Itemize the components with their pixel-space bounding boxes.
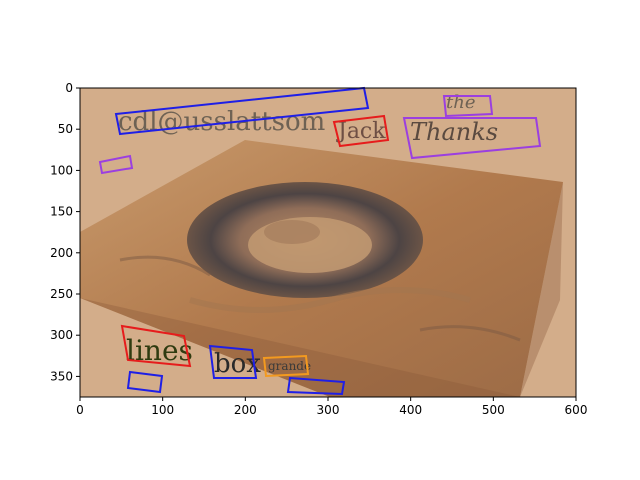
word-text-cdl: cdl@usslattsom <box>118 107 325 137</box>
word-box-cdl: cdl@usslattsom <box>114 86 370 137</box>
y-tick-label: 200 <box>50 246 73 260</box>
x-axis: 0 100 200 300 400 500 600 <box>76 397 587 417</box>
y-axis: 0 50 100 150 200 250 300 350 <box>50 81 80 383</box>
word-text-thanks: Thanks <box>410 118 498 146</box>
x-tick-label: 400 <box>399 403 422 417</box>
word-text-the: the <box>446 92 475 113</box>
x-tick-label: 200 <box>234 403 257 417</box>
x-tick-label: 0 <box>76 403 84 417</box>
x-tick-label: 500 <box>482 403 505 417</box>
x-tick-label: 100 <box>151 403 174 417</box>
y-tick-label: 150 <box>50 205 73 219</box>
x-tick-label: 600 <box>565 403 588 417</box>
word-box-grande: grande <box>262 354 311 378</box>
word-box-box: box <box>208 344 261 379</box>
y-tick-label: 250 <box>50 287 73 301</box>
word-text-jack: Jack <box>336 119 386 144</box>
word-box-thanks: Thanks <box>402 117 542 160</box>
y-tick-label: 50 <box>58 122 73 136</box>
x-tick-label: 300 <box>317 403 340 417</box>
word-box-blue-small-left <box>126 370 164 394</box>
y-tick-label: 100 <box>50 163 73 177</box>
mars-terrain-image <box>80 140 563 397</box>
word-box-lines: lines <box>120 324 193 368</box>
word-box-small-purple <box>98 154 134 175</box>
y-tick-label: 300 <box>50 328 73 342</box>
y-tick-label: 0 <box>65 81 73 95</box>
y-tick-label: 350 <box>50 369 73 383</box>
word-text-grande: grande <box>268 359 311 373</box>
word-box-blue-small-right <box>286 376 346 396</box>
word-box-jack: Jack <box>332 114 390 148</box>
word-box-the: the <box>442 92 494 118</box>
